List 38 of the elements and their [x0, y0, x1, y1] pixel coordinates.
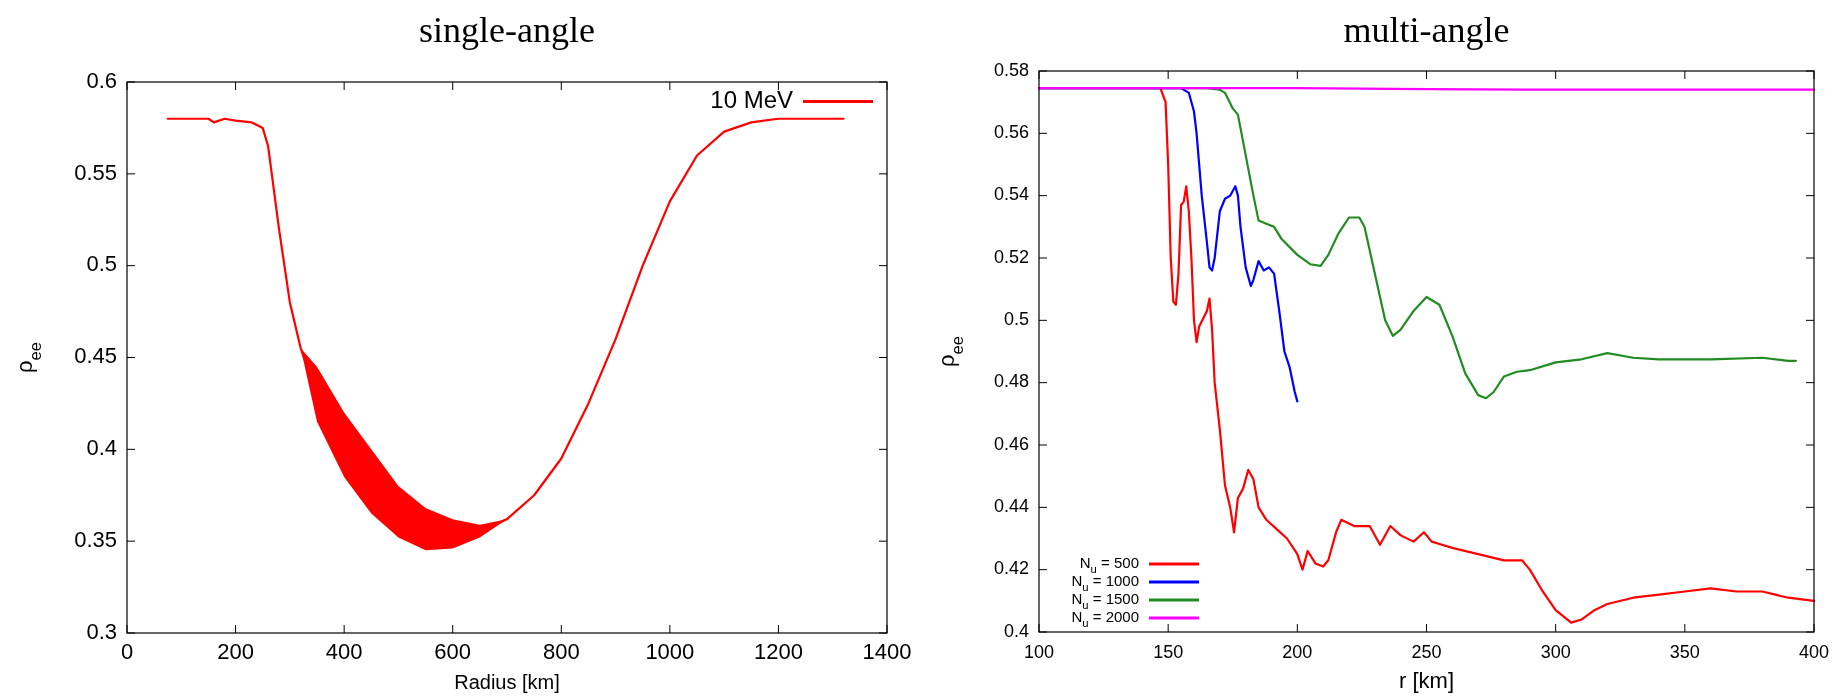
x-tick-label: 250	[1411, 642, 1442, 662]
chart-title: single-angle	[419, 10, 595, 50]
x-tick-label: 800	[542, 639, 580, 664]
y-tick-label: 0.3	[86, 618, 117, 644]
x-axis-title: r [km]	[1399, 668, 1454, 693]
x-tick-label: 350	[1669, 642, 1700, 662]
x-tick-label: 200	[1282, 642, 1313, 662]
y-tick-label: 0.6	[86, 67, 117, 93]
x-tick-label: 300	[1540, 642, 1571, 662]
y-tick-label: 0.58	[993, 59, 1029, 80]
y-tick-label: 0.35	[74, 526, 117, 552]
y-tick-label: 0.45	[74, 343, 117, 369]
y-tick-label: 0.4	[86, 435, 117, 461]
y-tick-label: 0.44	[993, 496, 1029, 517]
y-tick-label: 0.4	[1003, 620, 1029, 641]
y-tick-label: 0.54	[993, 184, 1029, 205]
x-tick-label: 400	[325, 639, 363, 664]
x-tick-label: 1000	[645, 639, 695, 664]
x-tick-label: 600	[434, 639, 472, 664]
x-tick-label: 0	[120, 639, 134, 664]
y-tick-label: 0.42	[993, 558, 1029, 579]
y-tick-label: 0.46	[993, 433, 1029, 454]
y-tick-label: 0.55	[74, 159, 117, 185]
x-tick-label: 1400	[862, 639, 912, 664]
x-tick-label: 400	[1798, 642, 1830, 662]
chart-title: multi-angle	[1343, 10, 1510, 50]
x-tick-label: 1200	[753, 639, 803, 664]
series-label: 10 MeV	[710, 85, 793, 113]
y-tick-label: 0.48	[993, 371, 1029, 392]
legend-label: N$_{u}$ = 500	[1079, 553, 1139, 575]
y-tick-label: 0.52	[993, 246, 1029, 267]
y-tick-label: 0.5	[86, 251, 117, 277]
x-tick-label: 150	[1153, 642, 1184, 662]
x-tick-label: 100	[1023, 642, 1055, 662]
y-tick-label: 0.5	[1003, 309, 1029, 330]
x-axis-title: Radius [km]	[454, 671, 560, 693]
x-tick-label: 200	[217, 639, 254, 664]
y-tick-label: 0.56	[993, 122, 1029, 143]
